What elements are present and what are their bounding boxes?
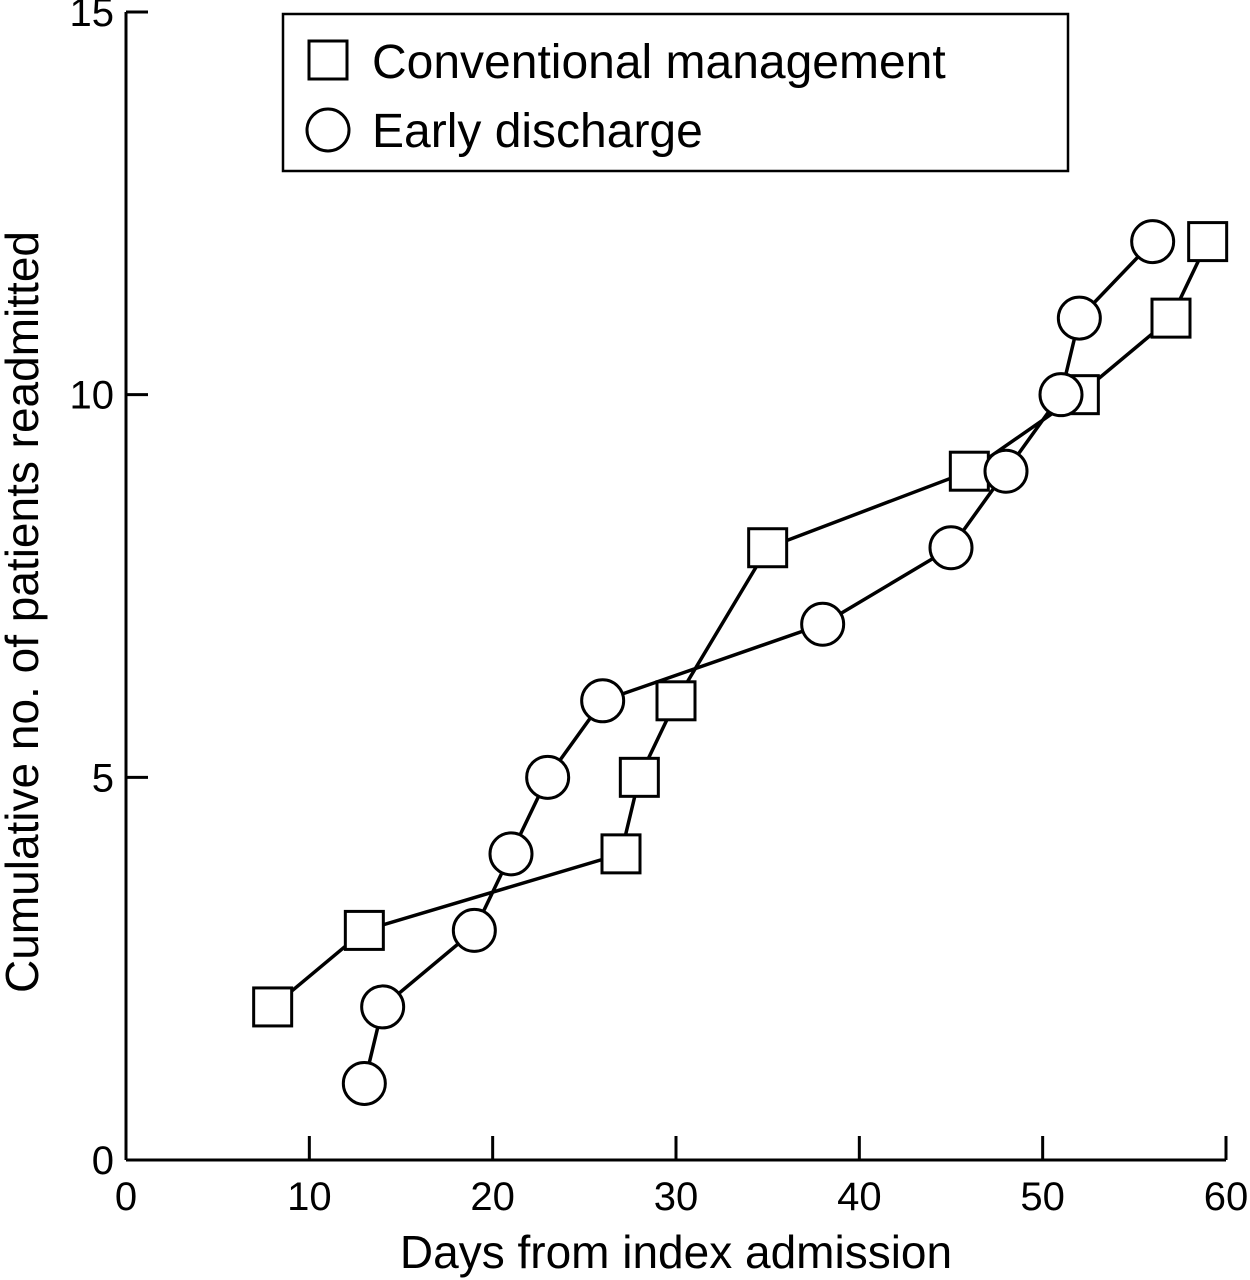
data-point-circle	[1130, 219, 1176, 265]
legend-circle-marker-icon	[305, 107, 351, 153]
legend-label-conventional: Conventional management	[372, 36, 946, 89]
data-point-circle	[341, 1060, 387, 1106]
y-tick-label: 15	[70, 0, 115, 35]
y-tick-label: 0	[92, 1139, 114, 1183]
y-axis-title: Cumulative no. of patients readmitted	[0, 231, 48, 993]
data-point-circle	[928, 525, 974, 571]
y-ticks: 0 5 10 15	[70, 0, 148, 1183]
x-tick-label: 20	[470, 1175, 515, 1219]
axes: 0 10 20 30 40 50 60 0 5 10 15	[70, 0, 1249, 1219]
data-point-circle	[451, 907, 497, 953]
series-early-discharge	[341, 219, 1176, 1106]
x-tick-label: 40	[837, 1175, 882, 1219]
data-point-circle	[800, 601, 846, 647]
data-point-circle	[360, 984, 406, 1030]
legend-box	[281, 12, 1070, 173]
legend-label-early-discharge: Early discharge	[372, 105, 703, 158]
data-point-circle	[488, 831, 534, 877]
data-point-circle	[1038, 372, 1084, 418]
data-point-circle	[983, 448, 1029, 494]
data-point-circle	[1056, 295, 1102, 341]
data-point-square	[747, 527, 789, 569]
x-tick-label: 60	[1204, 1175, 1249, 1219]
x-tick-label: 30	[654, 1175, 699, 1219]
x-tick-label: 0	[115, 1175, 137, 1219]
data-point-square	[252, 986, 294, 1028]
series-line-conventional	[271, 240, 1210, 1009]
x-axis-title: Days from index admission	[400, 1226, 952, 1278]
data-point-square	[1150, 297, 1192, 339]
data-point-square	[343, 909, 385, 951]
x-tick-label: 10	[287, 1175, 332, 1219]
y-tick-label: 10	[70, 374, 115, 418]
legend-square-marker-icon	[307, 39, 349, 81]
legend: Conventional management Early discharge	[281, 12, 1070, 173]
x-tick-label: 50	[1020, 1175, 1065, 1219]
x-ticks: 0 10 20 30 40 50 60	[115, 1136, 1248, 1219]
series-line-early-discharge	[362, 240, 1154, 1084]
data-point-square	[655, 680, 697, 722]
data-point-square	[618, 756, 660, 798]
y-tick-label: 5	[92, 756, 114, 800]
series-layer	[252, 219, 1229, 1106]
series-conventional	[252, 221, 1229, 1028]
data-point-square	[1187, 221, 1229, 263]
data-point-circle	[580, 678, 626, 724]
data-point-square	[948, 450, 990, 492]
data-point-square	[600, 833, 642, 875]
data-point-circle	[525, 754, 571, 800]
